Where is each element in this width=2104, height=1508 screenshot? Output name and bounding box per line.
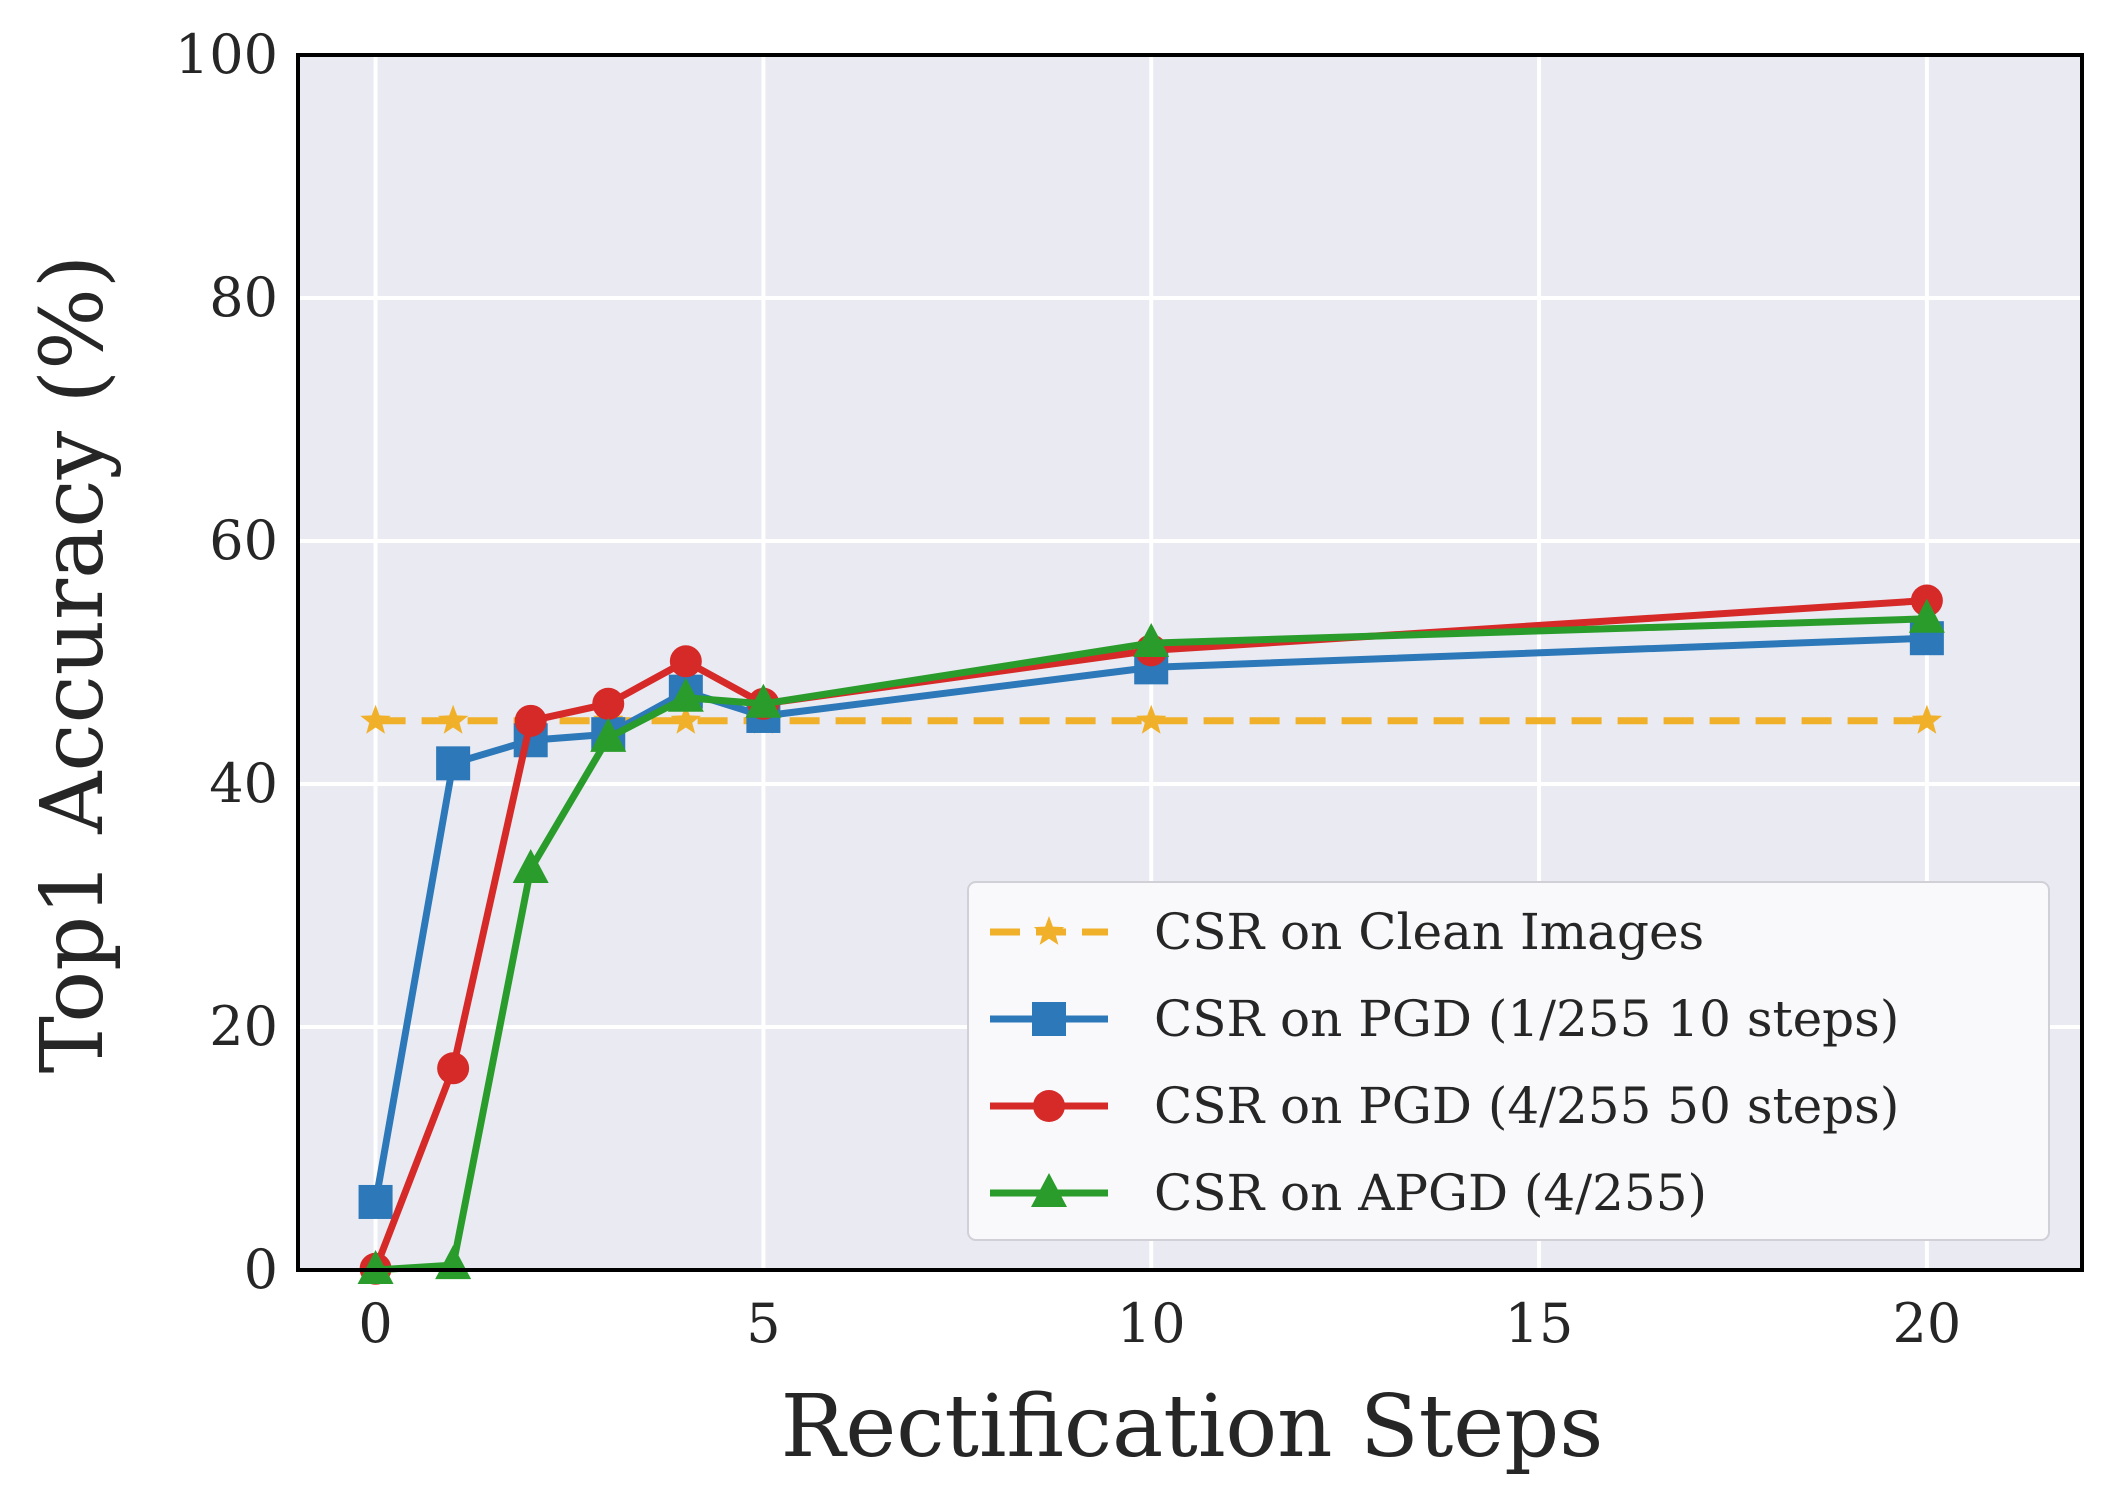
y-tick-label: 100 <box>175 23 278 86</box>
x-tick-label: 20 <box>1893 1292 1962 1355</box>
x-tick-label: 5 <box>746 1292 780 1355</box>
legend-marker <box>1033 1090 1065 1122</box>
legend-entry: CSR on Clean Images <box>990 903 1704 961</box>
data-point <box>669 645 702 678</box>
data-point <box>358 1184 393 1219</box>
legend-label: CSR on PGD (1/255 10 steps) <box>1154 990 1899 1048</box>
data-point <box>360 704 391 734</box>
x-tick-label: 0 <box>358 1292 392 1355</box>
data-point <box>592 687 625 720</box>
series-2 <box>359 584 1943 1285</box>
series-3 <box>357 598 1945 1284</box>
y-axis-title: Top1 Accuracy (%) <box>23 255 123 1074</box>
legend: CSR on Clean Images CSR on PGD (1/255 10 … <box>967 881 2050 1241</box>
data-point <box>590 717 627 752</box>
data-point <box>1911 704 1943 734</box>
legend-label: CSR on PGD (4/255 50 steps) <box>1154 1077 1899 1135</box>
y-tick-label: 0 <box>244 1238 278 1301</box>
data-point <box>357 1250 394 1284</box>
legend-entry: CSR on PGD (1/255 10 steps) <box>990 990 1899 1048</box>
x-axis-title: Rectification Steps <box>781 1377 1604 1477</box>
plot-frame <box>296 53 2084 1272</box>
data-point <box>436 746 471 781</box>
x-tick-label: 10 <box>1117 1292 1186 1355</box>
legend-marker <box>1033 916 1065 945</box>
data-point <box>437 1052 470 1085</box>
data-point <box>514 704 547 737</box>
legend-label: CSR on Clean Images <box>1154 903 1704 961</box>
data-point <box>437 704 469 734</box>
data-point <box>745 683 782 718</box>
legend-marker <box>1031 1173 1067 1207</box>
x-tick-label: 15 <box>1505 1292 1574 1355</box>
legend-label: CSR on APGD (4/255) <box>1154 1164 1707 1222</box>
data-point <box>1136 704 1167 734</box>
legend-entry: CSR on PGD (4/255 50 steps) <box>990 1077 1899 1135</box>
y-tick-label: 80 <box>209 266 278 329</box>
y-tick-label: 20 <box>209 995 278 1058</box>
y-tick-label: 60 <box>209 509 278 572</box>
data-point <box>1908 598 1945 633</box>
legend-marker <box>1032 1002 1066 1036</box>
legend-entry: CSR on APGD (4/255) <box>990 1164 1707 1222</box>
data-point <box>512 849 549 884</box>
data-point <box>670 704 701 734</box>
series-line <box>375 615 1928 1274</box>
data-point <box>1133 623 1170 658</box>
data-point <box>667 677 704 712</box>
y-tick-label: 40 <box>209 752 278 815</box>
series-line <box>372 597 1928 1271</box>
legend-box <box>967 881 2050 1241</box>
